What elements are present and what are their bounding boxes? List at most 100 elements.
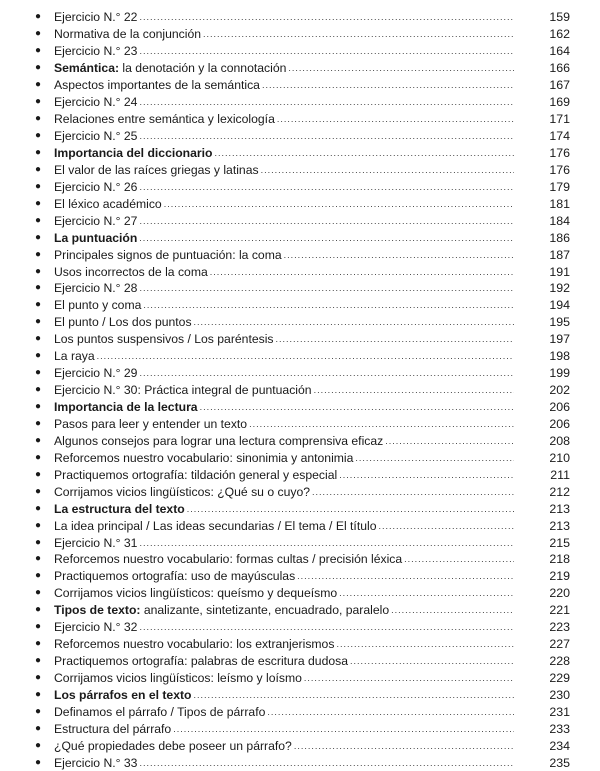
toc-entry-text: Usos incorrectos de la coma [54, 264, 208, 279]
toc-entry: ● Ejercicio N.° 22 159 [30, 9, 570, 26]
bullet-icon: ● [35, 282, 42, 294]
toc-entry-text: Ejercicio N.° 23 [54, 44, 138, 59]
toc-entry-text: Practiquemos ortografía: uso de mayúscul… [54, 569, 296, 584]
dot-leader [164, 196, 514, 212]
toc-entry-title: El valor de las raíces griegas y latinas [54, 162, 259, 178]
toc-entry-title: El léxico académico [54, 196, 162, 212]
toc-entry: ● La raya 198 [30, 348, 570, 365]
toc-entry-page: 228 [549, 654, 570, 669]
bullet-icon: ● [35, 299, 42, 311]
dot-leader [139, 213, 514, 229]
toc-entry-page: 181 [549, 196, 570, 211]
dot-leader [139, 619, 514, 635]
toc-entry: ● Practiquemos ortografía: palabras de es… [30, 653, 570, 670]
toc-entry: ● Relaciones entre semántica y lexicologí… [30, 111, 570, 128]
toc-entry-title: Aspectos importantes de la semántica [54, 77, 260, 93]
toc-entry-text: Ejercicio N.° 33 [54, 755, 138, 770]
bullet-icon: ● [35, 350, 42, 362]
toc-entry-title: Ejercicio N.° 25 [54, 128, 137, 144]
toc-entry-bold: Semántica: [54, 61, 120, 76]
dot-leader [277, 111, 514, 127]
toc-entry-text: Los puntos suspensivos / Los paréntesis [54, 332, 274, 347]
toc-entry-text: La raya [54, 349, 95, 364]
toc-entry-title: La puntuación [54, 230, 137, 246]
bullet-icon: ● [35, 553, 42, 565]
toc-entry-page: 206 [549, 416, 570, 431]
toc-entry-title: Corrijamos vicios lingüísticos: leísmo y… [54, 670, 302, 686]
toc-entry-page: 221 [549, 603, 570, 618]
toc-entry-title: Pasos para leer y entender un texto [54, 416, 247, 432]
dot-leader [288, 60, 514, 76]
toc-entry-page: 218 [549, 552, 570, 567]
toc-entry-page: 206 [549, 400, 570, 415]
toc-entry-text: Ejercicio N.° 30: Práctica integral de p… [54, 383, 312, 398]
toc-entry-page: 162 [549, 27, 570, 42]
toc-entry-page: 179 [549, 179, 570, 194]
toc-entry-text: El punto / Los dos puntos [54, 315, 192, 330]
toc-entry-page: 171 [549, 112, 570, 127]
toc-entry-page: 215 [549, 535, 570, 550]
bullet-icon: ● [35, 705, 42, 717]
toc-entry-title: Algunos consejos para lograr una lectura… [54, 433, 383, 449]
toc-entry: ● Tipos de texto: analizante, sintetizant… [30, 602, 570, 619]
toc-entry: ● Corrijamos vicios lingüísticos: leísmo … [30, 670, 570, 687]
dot-leader [355, 450, 514, 466]
dot-leader [210, 264, 514, 280]
toc-entry-page: 164 [549, 44, 570, 59]
bullet-icon: ● [35, 570, 42, 582]
toc-entry-page: 231 [549, 704, 570, 719]
toc-entry-page: 211 [550, 467, 570, 482]
toc-entry-page: 198 [549, 349, 570, 364]
toc-entry: ● Corrijamos vicios lingüísticos: ¿Qué su… [30, 483, 570, 500]
toc-entry: ● Los párrafos en el texto 230 [30, 687, 570, 704]
toc-entry-title: Reforcemos nuestro vocabulario: los extr… [54, 636, 334, 652]
bullet-icon: ● [35, 655, 42, 667]
toc-entry-title: Usos incorrectos de la coma [54, 264, 208, 280]
toc-entry-page: 166 [549, 61, 570, 76]
toc-entry: ● Ejercicio N.° 25 174 [30, 128, 570, 145]
dot-leader [284, 247, 514, 263]
dot-leader [139, 365, 514, 381]
toc-entry-page: 235 [549, 755, 570, 770]
bullet-icon: ● [35, 451, 42, 463]
toc-entry-text: Reforcemos nuestro vocabulario: formas c… [54, 552, 403, 567]
dot-leader [200, 399, 514, 415]
dot-leader [139, 230, 514, 246]
toc-entry-text: Aspectos importantes de la semántica [54, 78, 260, 93]
toc-entry: ● Estructura del párrafo 233 [30, 720, 570, 737]
toc-entry-page: 167 [549, 78, 570, 93]
bullet-icon: ● [35, 265, 42, 277]
dot-leader [249, 416, 514, 432]
bullet-icon: ● [35, 621, 42, 633]
toc-entry: ● Ejercicio N.° 33 235 [30, 754, 570, 771]
toc-entry-title: La estructura del texto [54, 501, 185, 517]
bullet-icon: ● [35, 231, 42, 243]
toc-entry: ● Ejercicio N.° 31 215 [30, 534, 570, 551]
bullet-icon: ● [35, 316, 42, 328]
toc-entry-page: 233 [549, 721, 570, 736]
toc-entry: ● Ejercicio N.° 26 179 [30, 178, 570, 195]
toc-entry-text: ¿Qué propiedades debe poseer un párrafo? [54, 738, 292, 753]
toc-entry: ● El léxico académico 181 [30, 195, 570, 212]
bullet-icon: ● [35, 756, 42, 768]
dot-leader [404, 551, 514, 567]
bullet-icon: ● [35, 384, 42, 396]
toc-entry-title: Ejercicio N.° 22 [54, 9, 137, 25]
toc-entry: ● Reforcemos nuestro vocabulario: sinonim… [30, 449, 570, 466]
toc-entry-page: 194 [549, 298, 570, 313]
dot-leader [297, 568, 514, 584]
dot-leader [139, 535, 514, 551]
dot-leader [139, 43, 514, 59]
toc-entry-title: Corrijamos vicios lingüísticos: queísmo … [54, 585, 337, 601]
toc-entry-bold: Tipos de texto: [54, 603, 141, 618]
toc-entry: ● Los puntos suspensivos / Los paréntesis… [30, 331, 570, 348]
toc-entry-title: Definamos el párrafo / Tipos de párrafo [54, 704, 265, 720]
toc-entry-title: Tipos de texto: analizante, sintetizante… [54, 602, 389, 618]
toc-entry: ● Ejercicio N.° 27 184 [30, 212, 570, 229]
toc-entry-title: Importancia de la lectura [54, 399, 198, 415]
toc-entry-text: Ejercicio N.° 32 [54, 620, 138, 635]
toc-entry-page: 227 [549, 637, 570, 652]
toc-entry-text: Estructura del párrafo [54, 721, 172, 736]
toc-entry: ● Practiquemos ortografía: uso de mayúscu… [30, 568, 570, 585]
toc-entry-title: La idea principal / Las ideas secundaria… [54, 518, 376, 534]
